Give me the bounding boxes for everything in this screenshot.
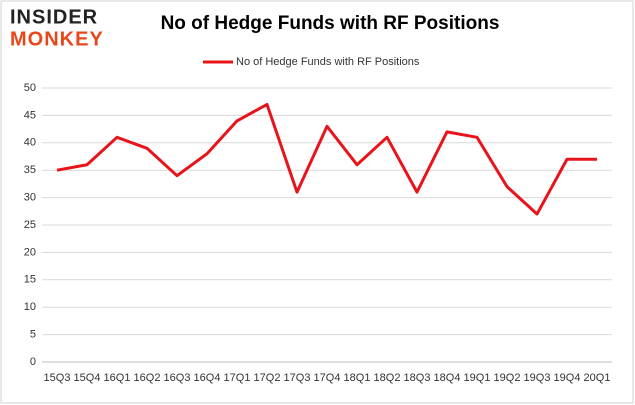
y-tick-label: 40 [24, 137, 36, 149]
logo-top: INSIDER [10, 6, 98, 28]
x-tick-label: 19Q3 [524, 372, 551, 384]
y-tick-label: 5 [30, 329, 36, 341]
y-tick-label: 10 [24, 301, 36, 313]
x-tick-label: 16Q4 [194, 372, 221, 384]
x-tick-label: 20Q1 [584, 372, 611, 384]
y-tick-label: 20 [24, 246, 36, 258]
x-tick-label: 15Q4 [74, 372, 101, 384]
y-tick-label: 30 [24, 192, 36, 204]
x-tick-label: 18Q3 [404, 372, 431, 384]
x-tick-label: 19Q1 [464, 372, 491, 384]
y-tick-label: 45 [24, 109, 36, 121]
line-series [56, 102, 597, 216]
x-tick-label: 15Q3 [44, 372, 71, 384]
y-tick-label: 25 [24, 219, 36, 231]
x-tick-label: 16Q3 [164, 372, 191, 384]
x-tick-label: 17Q3 [284, 372, 311, 384]
x-tick-label: 18Q2 [374, 372, 401, 384]
chart-title: No of Hedge Funds with RF Positions [161, 13, 500, 34]
y-tick-label: 15 [24, 274, 36, 286]
x-tick-label: 17Q1 [224, 372, 251, 384]
x-tick-label: 18Q4 [434, 372, 461, 384]
x-tick-label: 19Q2 [494, 372, 521, 384]
y-tick-label: 50 [24, 82, 36, 94]
x-tick-label: 16Q1 [104, 372, 131, 384]
y-tick-label: 35 [24, 164, 36, 176]
logo-bottom: MONKEY [10, 28, 104, 50]
y-tick-label: 0 [30, 356, 36, 368]
legend-label: No of Hedge Funds with RF Positions [236, 56, 420, 68]
x-tick-label: 17Q4 [314, 372, 341, 384]
x-tick-label: 19Q4 [554, 372, 581, 384]
x-tick-label: 17Q2 [254, 372, 281, 384]
x-tick-label: 16Q2 [134, 372, 161, 384]
x-tick-label: 18Q1 [344, 372, 371, 384]
